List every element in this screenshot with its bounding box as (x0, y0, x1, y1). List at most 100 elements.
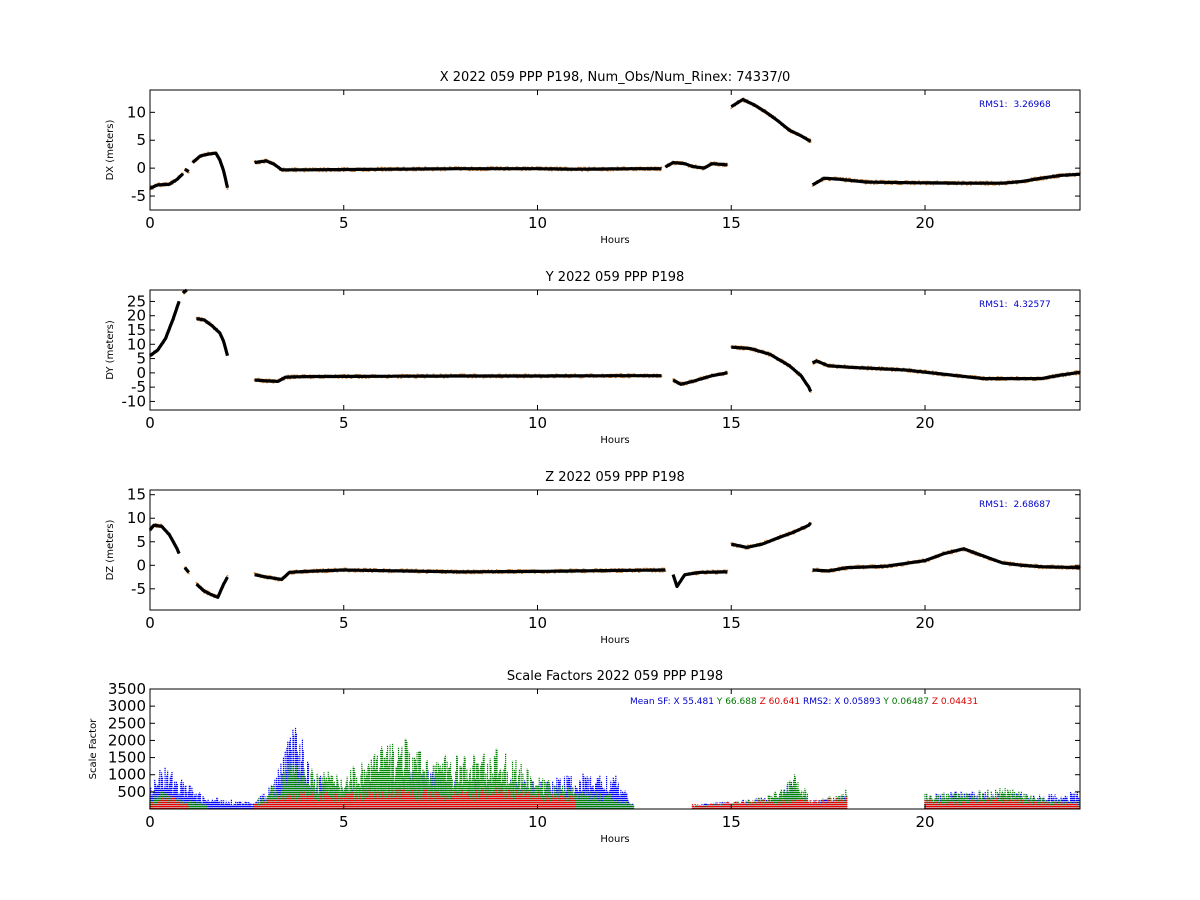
raw-point (616, 166, 619, 169)
raw-point (355, 373, 358, 376)
solution-trace-segment-7 (811, 547, 1081, 573)
raw-point (1012, 179, 1014, 182)
raw-point (1030, 177, 1033, 179)
raw-point (1037, 567, 1040, 570)
solution-trace-segment-4 (254, 568, 667, 582)
raw-point (979, 180, 981, 183)
raw-point (348, 570, 350, 573)
x-tick-label: 15 (722, 614, 741, 632)
raw-point (891, 370, 893, 372)
raw-point (925, 369, 928, 372)
raw-point (444, 169, 446, 172)
raw-point (322, 568, 324, 570)
raw-point (635, 169, 638, 172)
raw-point (353, 170, 356, 172)
raw-point (521, 572, 523, 575)
raw-point (730, 542, 733, 545)
data-points (149, 97, 1081, 191)
raw-point (324, 571, 326, 574)
y-tick-label: -10 (122, 392, 147, 410)
raw-point (565, 373, 567, 375)
raw-point (368, 377, 370, 379)
raw-point (832, 363, 835, 366)
raw-point (465, 572, 468, 575)
raw-point (301, 374, 304, 376)
raw-point (661, 570, 664, 573)
raw-point (602, 571, 605, 574)
raw-point (743, 101, 745, 103)
raw-point (966, 184, 968, 186)
raw-point (648, 376, 651, 379)
raw-point (629, 376, 631, 379)
raw-point (846, 568, 848, 571)
raw-point (432, 169, 434, 172)
raw-point (523, 376, 525, 379)
raw-point (381, 170, 384, 172)
raw-point (386, 377, 388, 379)
raw-point (878, 366, 880, 368)
raw-point (496, 569, 498, 571)
raw-point (987, 184, 990, 186)
raw-point (481, 572, 483, 575)
raw-point (620, 571, 622, 573)
raw-point (301, 572, 304, 574)
raw-point (600, 571, 603, 574)
raw-point (362, 567, 365, 570)
raw-point (957, 180, 960, 183)
raw-point (840, 566, 843, 568)
raw-point (516, 166, 518, 168)
raw-point (471, 376, 474, 379)
solution-trace-segment-5 (672, 371, 729, 386)
rms-value: 4.32577 (1014, 300, 1051, 310)
y-tick-label: 0 (136, 159, 146, 177)
raw-point (570, 568, 572, 571)
y-axis-label: DX (meters) (105, 119, 116, 180)
raw-point (643, 567, 645, 570)
raw-point (1065, 568, 1068, 570)
raw-point (470, 166, 473, 168)
y-tick-label: -5 (131, 580, 146, 598)
raw-point (800, 525, 803, 528)
chart-panel-1: X 2022 059 PPP P198, Num_Obs/Num_Rinex: … (105, 70, 1081, 246)
raw-point (882, 567, 884, 569)
raw-point (1034, 563, 1037, 566)
raw-point (1020, 566, 1023, 568)
raw-point (1071, 565, 1074, 567)
x-axis-label: Hours (600, 635, 629, 646)
x-tick-label: 5 (339, 614, 349, 632)
rms-label: RMS1: (979, 100, 1008, 110)
raw-point (295, 170, 297, 173)
raw-point (1008, 564, 1011, 567)
rms-annotation: RMS1: 3.26968 (979, 100, 1051, 110)
solution-trace-segment-5 (664, 161, 729, 170)
raw-point (909, 371, 911, 373)
raw-point (986, 180, 989, 183)
raw-point (336, 571, 339, 573)
raw-point (925, 183, 928, 186)
rms-value: 2.68687 (1014, 500, 1051, 510)
raw-point (254, 159, 257, 162)
raw-point (928, 560, 930, 562)
raw-point (730, 107, 733, 110)
raw-point (1033, 379, 1036, 382)
raw-point (747, 544, 749, 547)
raw-point (809, 391, 812, 393)
raw-point (631, 571, 634, 573)
solution-trace-segment-6 (730, 345, 813, 393)
raw-point (258, 162, 261, 165)
raw-point (415, 568, 418, 571)
raw-point (325, 571, 328, 574)
raw-point (716, 572, 718, 575)
raw-point (546, 572, 548, 574)
raw-point (922, 558, 924, 560)
raw-point (844, 180, 847, 183)
raw-point (293, 374, 295, 376)
raw-point (702, 168, 704, 171)
rms-annotation: RMS1: 4.32577 (979, 300, 1051, 310)
raw-point (618, 571, 621, 573)
raw-point (350, 170, 352, 172)
raw-point (895, 180, 897, 182)
raw-point (724, 370, 727, 373)
raw-point (1039, 175, 1042, 178)
